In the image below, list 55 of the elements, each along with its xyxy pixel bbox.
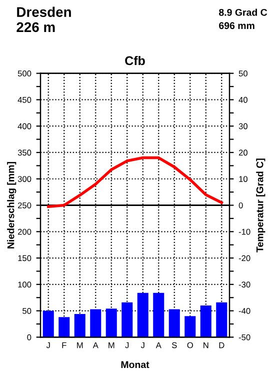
y-axis-title: Niederschlag [mm] [7,162,16,248]
x-axis-title: Monat [121,361,150,368]
bar [168,309,180,338]
text: Dresden [17,6,71,17]
y2-tick-label: 40 [238,96,248,103]
text: 226 m [16,22,55,32]
y2-tick-label: -10 [238,228,250,235]
bar [42,310,54,338]
y2-tick-label: -50 [238,334,250,340]
y-tick-label: 200 [18,228,32,235]
text: 8.9 Grad C [219,8,268,16]
bar [58,317,70,338]
y2-axis-title: Temperatur [Grad C] [256,158,266,252]
x-tick-label: J [140,342,144,348]
x-tick-label: A [156,342,162,348]
y-tick-label: 350 [18,150,32,156]
y-tick-label: 500 [18,70,32,76]
y2-tick-label: 0 [238,202,243,208]
y2-tick-label: 30 [238,123,248,130]
x-tick-label: J [46,342,50,348]
bar [184,316,196,338]
line-series [46,156,224,208]
y-tick-label: 150 [18,255,32,262]
bar [200,306,212,338]
x-tick-label: M [77,342,83,348]
bar [90,309,102,338]
x-tick-label: S [172,342,177,348]
y-tick-label: 450 [18,96,32,103]
x-tick-label: F [62,342,66,348]
x-tick-label: N [204,342,208,348]
x-tick-label: M [108,342,114,348]
y-tick-label: 400 [18,123,32,130]
y2-tick-label: -20 [238,255,250,262]
bar [216,302,228,338]
y2-tick-label: 50 [238,70,248,76]
bar [74,314,86,338]
y2-tick-label: -30 [238,282,250,288]
x-tick-label: A [92,342,98,348]
x-tick-label: O [187,342,193,348]
bar [106,308,117,338]
y-tick-label: 300 [18,176,32,182]
chart-title: Cfb [125,56,145,66]
x-tick-label: D [219,342,224,348]
y2-tick-label: 10 [239,176,248,182]
y2-tick-label: -40 [238,308,250,314]
y-tick-label: 50 [22,308,32,314]
y-tick-label: 100 [18,282,32,288]
y-tick-label: 0 [27,334,32,340]
bar [137,292,148,338]
y2-tick-label: 20 [238,150,248,156]
bar [122,302,133,338]
y-tick-label: 250 [18,202,32,208]
x-tick-label: J [125,342,129,348]
text: 696 mm [219,22,254,30]
bar [153,292,164,338]
